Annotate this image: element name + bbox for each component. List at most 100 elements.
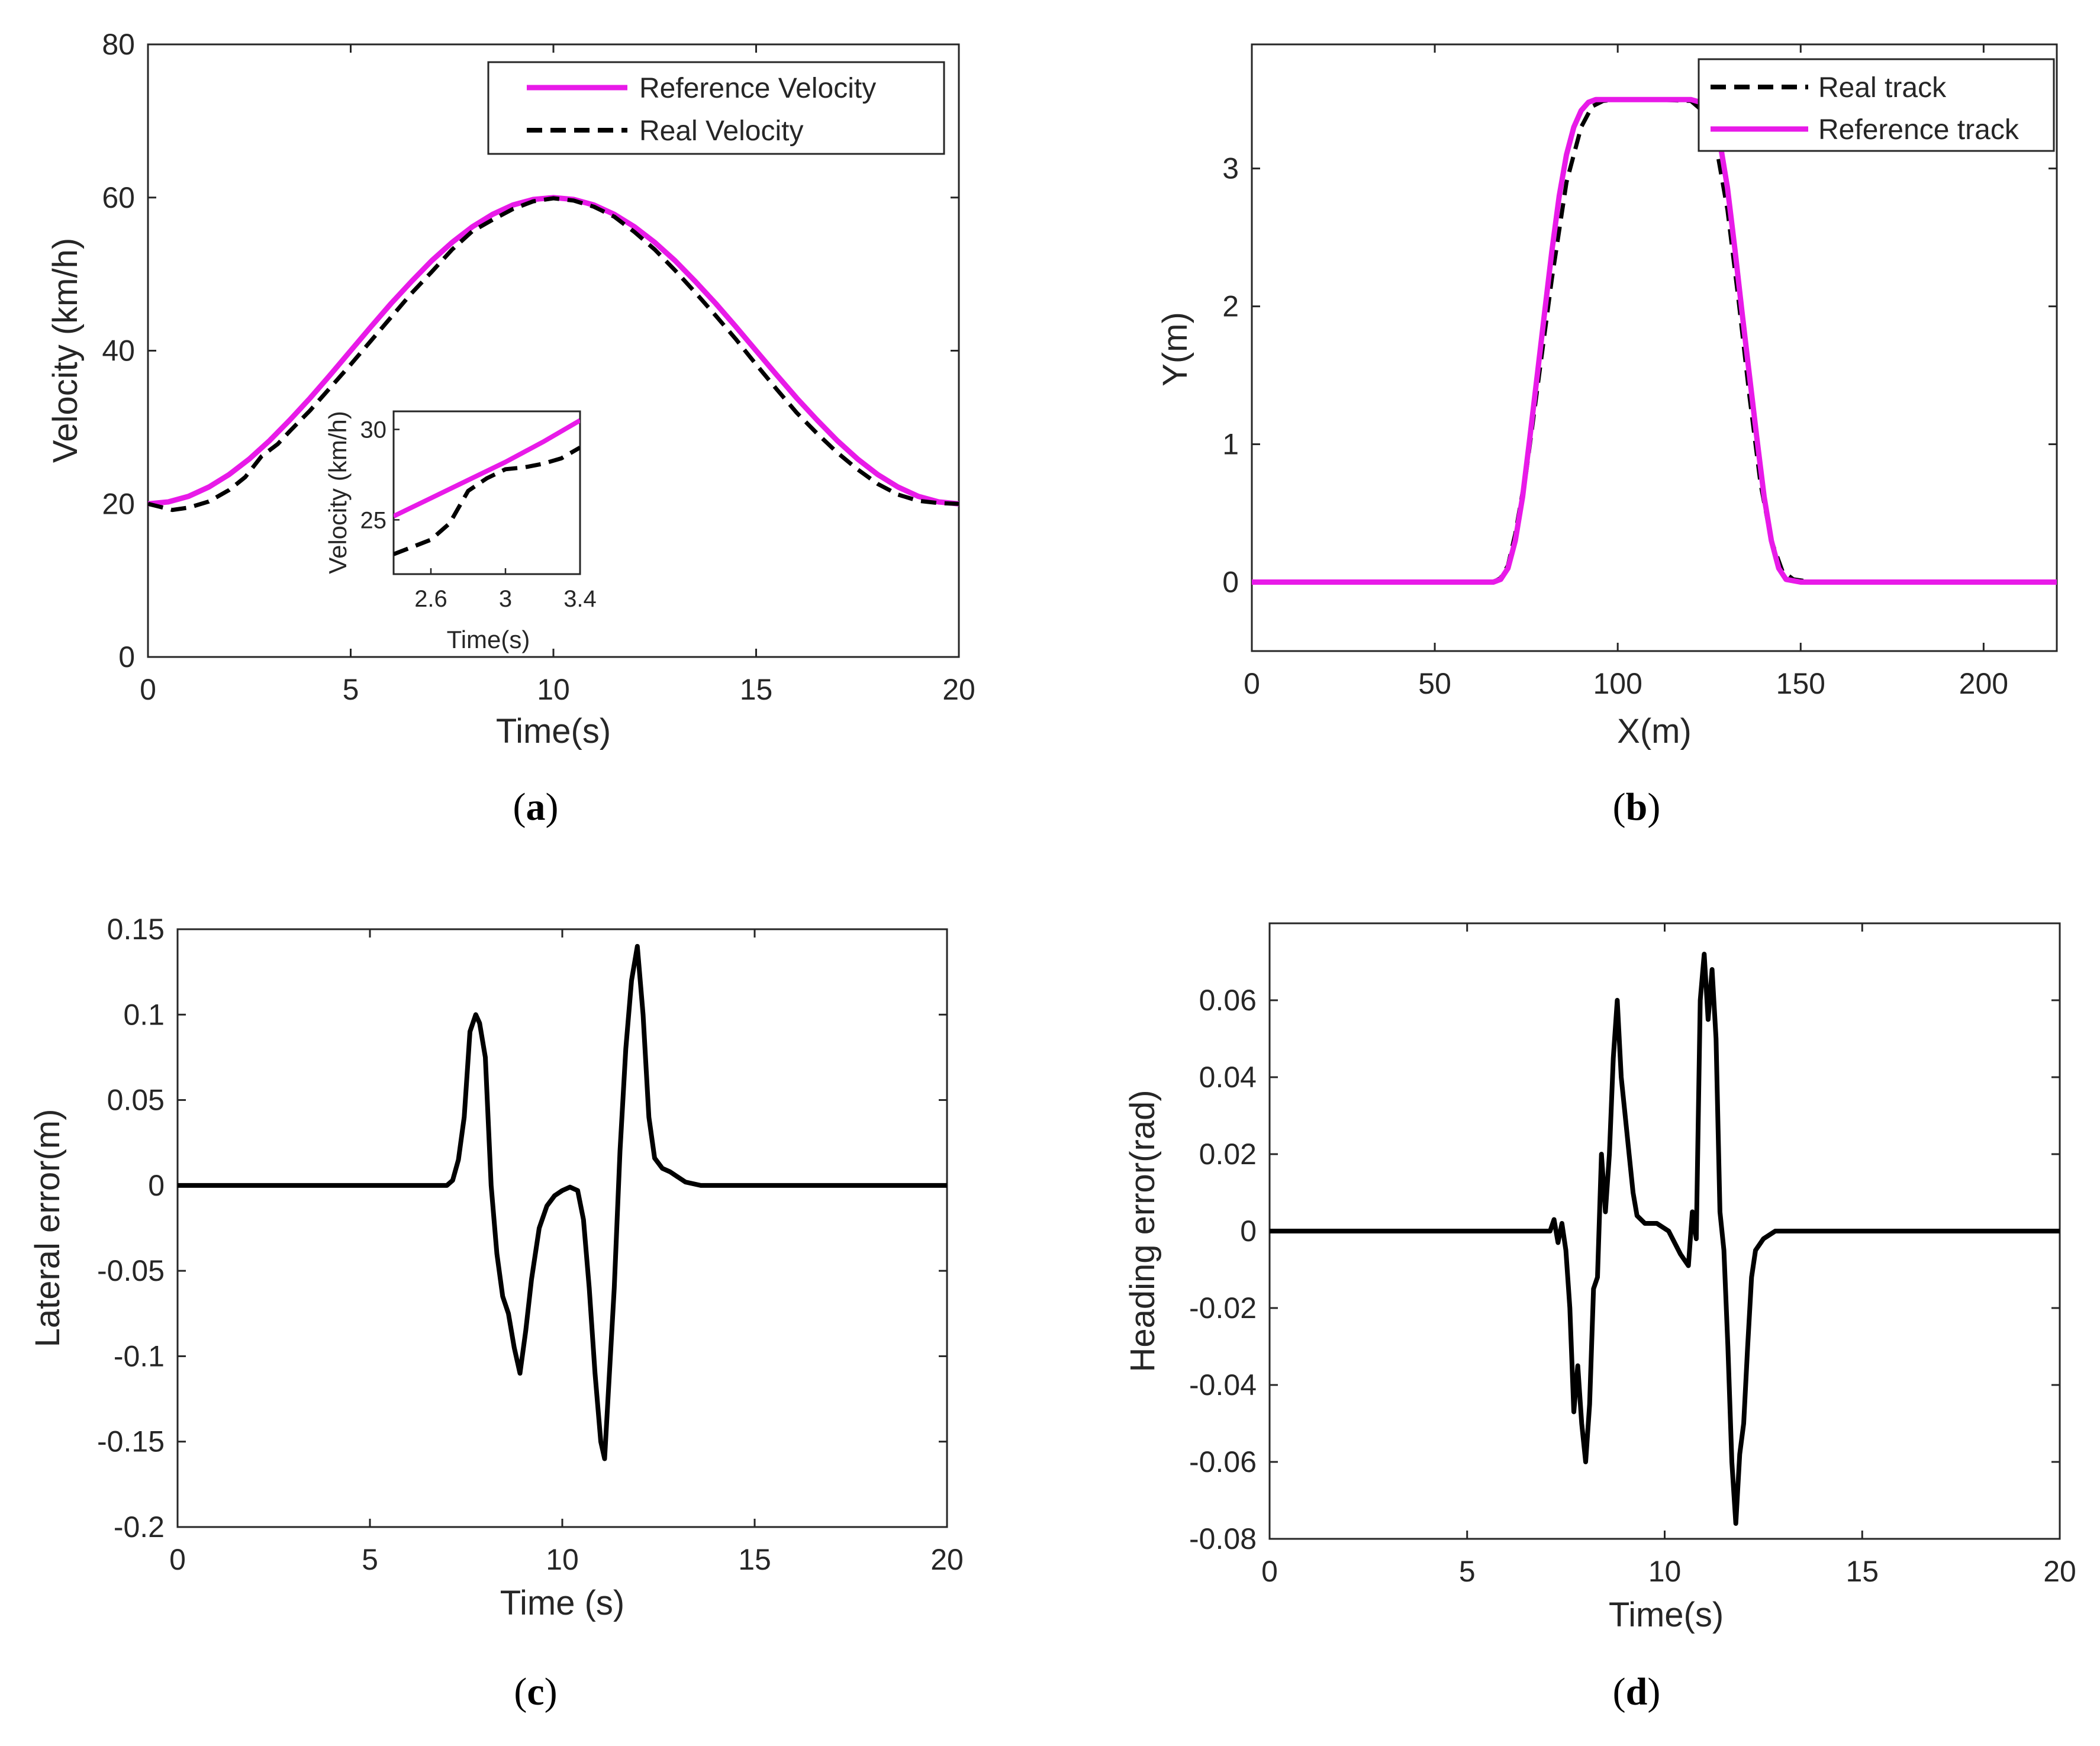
caption-paren: ( [514, 1670, 527, 1713]
inset-x-tick-label: 3 [499, 586, 512, 612]
panel-a: 0 5 10 15 20 0 20 40 60 80 Time(s) Velocity (km/h) (… [46, 28, 975, 829]
y-tick-label: 0.15 [107, 913, 165, 946]
x-tick-label: 10 [537, 673, 570, 706]
inset-x-tick-label: 3.4 [563, 586, 597, 612]
panel-caption: (d) [1613, 1670, 1661, 1713]
inset-line-reference-velocity [394, 418, 580, 518]
x-tick-label: 15 [738, 1543, 771, 1576]
inset-y-tick-label: 30 [360, 417, 387, 443]
plot-area [148, 195, 959, 513]
x-tick-label: 50 [1418, 667, 1451, 700]
inset: 2.6 3 3.4 25 30 Time(s) Velocity (km/h) [324, 410, 597, 653]
y-tick-label: 60 [102, 181, 135, 214]
caption-letter: a [526, 785, 546, 829]
legend-label-reference: Reference track [1818, 114, 2020, 146]
y-axis-label: Lateral error(m) [28, 1109, 67, 1348]
y-tick-label: -0.15 [97, 1425, 165, 1458]
y-tick-label: 0.06 [1199, 984, 1257, 1017]
x-tick-label: 150 [1776, 667, 1825, 700]
x-tick-label: 20 [930, 1543, 964, 1576]
caption-letter: b [1626, 785, 1648, 829]
y-tick-label: -0.06 [1189, 1445, 1257, 1478]
x-tick-label: 0 [1261, 1555, 1278, 1588]
y-tick-label: 40 [102, 334, 135, 368]
y-tick-label: 0 [118, 640, 135, 674]
x-tick-label: 15 [740, 673, 773, 706]
caption-paren: ) [1647, 1670, 1660, 1713]
y-axis-label: Velocity (km/h) [46, 238, 85, 463]
axes-box [176, 928, 948, 1528]
x-axis-label: Time(s) [496, 712, 611, 750]
x-tick-label: 5 [343, 673, 359, 706]
x-tick-label: 10 [1648, 1555, 1682, 1588]
inset-y-tick-label: 25 [360, 507, 387, 533]
x-axis-label: X(m) [1617, 712, 1692, 750]
caption-paren: ( [1613, 785, 1626, 829]
x-axis-label: Time(s) [1609, 1596, 1724, 1634]
x-tick-label: 100 [1593, 667, 1642, 700]
y-tick-label: -0.1 [114, 1339, 165, 1373]
y-tick-label: -0.2 [114, 1510, 165, 1544]
inset-x-tick-label: 2.6 [414, 586, 447, 612]
series-line-heading-error [1270, 952, 2060, 1526]
y-tick-label: 0 [1222, 566, 1239, 599]
x-tick-label: 10 [546, 1543, 579, 1576]
y-tick-label: 3 [1222, 152, 1239, 185]
caption-paren: ( [513, 785, 526, 829]
y-tick-label: -0.04 [1189, 1368, 1257, 1402]
caption-paren: ) [545, 1670, 558, 1713]
y-axis-label: Y(m) [1156, 312, 1194, 386]
x-tick-label: 200 [1959, 667, 2008, 700]
y-tick-label: 0.02 [1199, 1138, 1257, 1171]
x-tick-label: 5 [1459, 1555, 1476, 1588]
panel-caption: (c) [514, 1670, 557, 1713]
y-tick-label: 20 [102, 487, 135, 520]
x-tick-label: 20 [942, 673, 975, 706]
y-tick-label: 0 [1240, 1215, 1257, 1248]
legend-box [1698, 58, 2055, 152]
y-tick-label: 80 [102, 28, 135, 61]
legend-label-real: Real Velocity [639, 115, 803, 147]
y-tick-label: -0.05 [97, 1254, 165, 1287]
series-line-real-velocity [148, 196, 959, 513]
y-tick-label: -0.08 [1189, 1522, 1257, 1555]
plot-area [178, 943, 947, 1461]
inset-y-axis-label: Velocity (km/h) [324, 411, 352, 574]
plot-area [1270, 952, 2060, 1526]
y-tick-label: 0.04 [1199, 1061, 1257, 1094]
y-tick-label: 0 [148, 1169, 165, 1202]
y-tick-label: 2 [1222, 290, 1239, 323]
inset-x-axis-label: Time(s) [447, 626, 530, 653]
x-tick-label: 0 [169, 1543, 186, 1576]
series-line-lateral-error [178, 943, 947, 1461]
y-tick-label: 0.1 [123, 998, 165, 1031]
panel-d: 0 5 10 15 20 0.06 0.04 0.02 0 -0.02 -0.04 -0.06 -0.0… [1123, 922, 2076, 1713]
caption-letter: d [1626, 1670, 1648, 1713]
panel-b: 0 50 100 150 200 0 1 2 3 X(m) Y(m) (b) Real track Ref… [1156, 43, 2058, 829]
y-tick-label: 0.05 [107, 1084, 165, 1117]
y-axis-label: Heading error(rad) [1123, 1090, 1162, 1372]
inset-plot-area [394, 418, 580, 556]
x-tick-label: 15 [1845, 1555, 1879, 1588]
x-tick-label: 0 [1244, 667, 1260, 700]
y-tick-label: -0.02 [1189, 1291, 1257, 1325]
legend: Reference Velocity Real Velocity [487, 61, 945, 155]
caption-letter: c [527, 1670, 544, 1713]
x-axis-label: Time (s) [500, 1584, 624, 1622]
inset-line-real-velocity [394, 446, 580, 556]
x-tick-label: 0 [140, 673, 156, 706]
caption-paren: ( [1613, 1670, 1626, 1713]
legend-label-reference: Reference Velocity [639, 73, 876, 104]
legend-box [487, 61, 945, 155]
caption-paren: ) [546, 785, 559, 829]
panel-caption: (a) [513, 785, 559, 829]
caption-paren: ) [1647, 785, 1660, 829]
panel-caption: (b) [1613, 785, 1661, 829]
panel-c: 0 5 10 15 20 0.15 0.1 0.05 0 -0.05 -0.1 -0.15 -0.2 Ti… [28, 913, 964, 1713]
plot-area [1252, 96, 2057, 585]
legend: Real track Reference track [1698, 58, 2055, 152]
legend-label-real: Real track [1818, 72, 1947, 104]
y-tick-label: 1 [1222, 428, 1239, 461]
x-tick-label: 5 [362, 1543, 378, 1576]
